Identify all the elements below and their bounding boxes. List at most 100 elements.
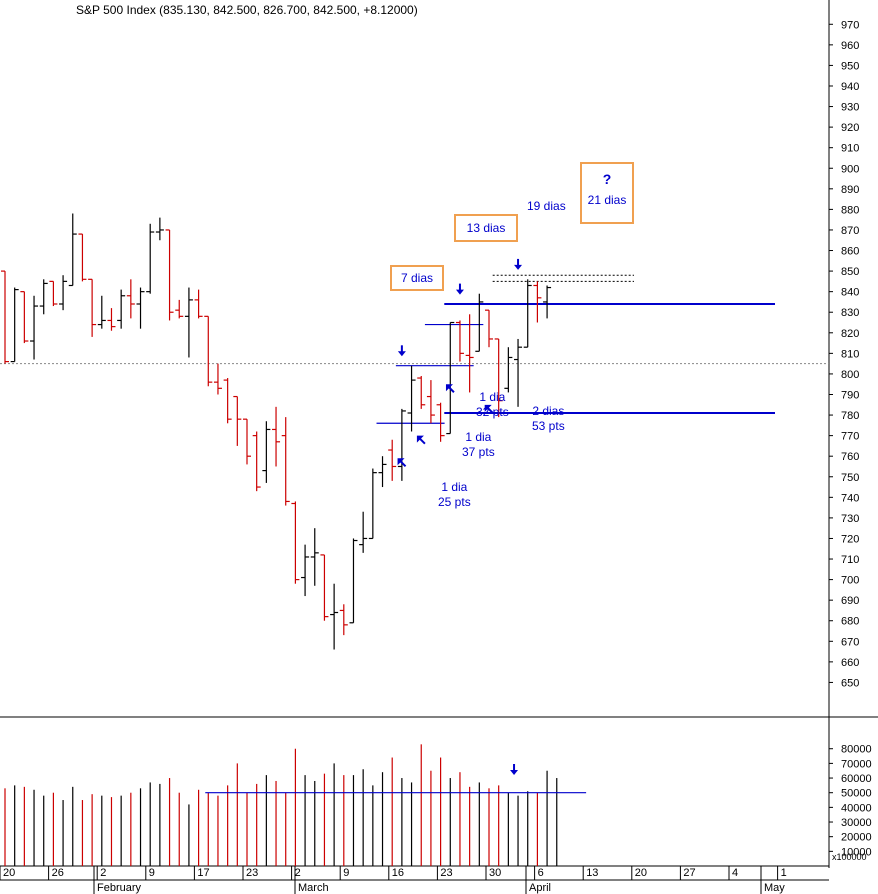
annotation-1-dia-37: 1 dia 37 pts: [462, 430, 495, 460]
annotation-line: 32 pts: [476, 405, 509, 419]
date-tick-label: 9: [343, 867, 349, 879]
ohlc-bar: [291, 501, 300, 584]
ohlc-bar: [175, 299, 184, 319]
price-tick-label: 750: [841, 472, 859, 484]
ohlc-bar: [339, 604, 348, 636]
ohlc-bar: [504, 347, 513, 393]
volume-tick-label: 80000: [841, 744, 872, 756]
date-tick-label: 27: [683, 867, 695, 879]
ohlc-bar: [68, 213, 77, 287]
question-mark: ?: [602, 171, 612, 187]
price-tick-label: 770: [841, 431, 859, 443]
volume-tick-label: 40000: [841, 802, 872, 814]
price-tick-label: 730: [841, 513, 859, 525]
price-tick-label: 880: [841, 204, 859, 216]
arrow-down-icon: [455, 283, 464, 295]
date-tick-label: 20: [635, 867, 647, 879]
arrow-up-left-icon: [397, 458, 407, 468]
price-tick-label: 900: [841, 163, 859, 175]
date-tick-label: 1: [781, 867, 787, 879]
ohlc-bar: [39, 279, 48, 315]
ohlc-bar: [146, 223, 155, 294]
ohlc-bar: [272, 406, 281, 467]
price-tick-label: 840: [841, 287, 859, 299]
ohlc-bar: [243, 418, 251, 465]
volume-tick-label: 60000: [841, 773, 872, 785]
ohlc-bar: [88, 278, 97, 337]
ohlc-bar: [117, 289, 126, 329]
reference-lines: [0, 274, 829, 424]
price-tick-label: 860: [841, 246, 859, 258]
ohlc-bar: [213, 363, 222, 395]
price-tick-label: 670: [841, 636, 859, 648]
ohlc-bar: [494, 338, 503, 418]
box-question: ? 21 dias: [580, 162, 634, 224]
annotation-line: 25 pts: [438, 495, 471, 509]
price-tick-label: 720: [841, 533, 859, 545]
price-tick-label: 920: [841, 122, 859, 134]
arrow-head: [484, 404, 492, 412]
price-tick-label: 690: [841, 595, 859, 607]
month-label: February: [97, 882, 142, 894]
month-label: May: [764, 882, 785, 894]
ohlc-bar: [388, 439, 397, 481]
ohlc-bar: [465, 314, 474, 393]
arrow-down-icon: [514, 258, 523, 270]
price-tick-label: 650: [841, 677, 859, 689]
arrow-up-left-icon: [416, 435, 426, 445]
date-tick-label: 9: [149, 867, 155, 879]
ohlc-bar: [455, 320, 464, 362]
date-tick-label: 2: [295, 867, 301, 879]
arrow-head: [397, 351, 406, 357]
ohlc-bar: [262, 421, 271, 483]
ohlc-bar: [184, 287, 193, 358]
ohlc-bar: [523, 279, 532, 348]
annotation-line: 1 dia: [465, 430, 492, 444]
ohlc-bar: [30, 295, 39, 360]
arrow-down-icon: [510, 764, 519, 775]
annotation-2-dias-53: 2 dias 53 pts: [532, 404, 565, 434]
ohlc-bar: [136, 287, 145, 329]
price-tick-label: 820: [841, 328, 859, 340]
price-tick-label: 800: [841, 369, 859, 381]
price-tick-label: 850: [841, 266, 859, 278]
ohlc-bar: [252, 431, 261, 492]
volume-bars: [4, 744, 587, 866]
ohlc-bar: [397, 408, 406, 481]
price-tick-label: 970: [841, 19, 859, 31]
ohlc-bar: [475, 293, 484, 352]
price-bars: [1, 213, 552, 650]
ohlc-bar: [407, 365, 416, 432]
price-tick-label: 700: [841, 575, 859, 587]
price-tick-label: 950: [841, 60, 859, 72]
ohlc-bar: [20, 291, 29, 344]
price-tick-label: 790: [841, 389, 859, 401]
annotation-line: 1 dia: [441, 480, 468, 494]
chart-title: S&P 500 Index (835.130, 842.500, 826.700…: [76, 3, 418, 17]
price-tick-label: 960: [841, 40, 859, 52]
arrow-up-left-icon: [484, 404, 494, 414]
price-tick-label: 680: [841, 616, 859, 628]
price-tick-label: 940: [841, 81, 859, 93]
ohlc-bar: [436, 402, 445, 442]
ohlc-bar: [223, 378, 232, 424]
date-tick-label: 6: [538, 867, 544, 879]
ohlc-bar: [59, 275, 68, 311]
ohlc-bar: [533, 281, 542, 323]
ohlc-bar: [446, 321, 455, 435]
ohlc-bar: [359, 511, 368, 553]
ohlc-bar: [330, 583, 339, 650]
date-tick-label: 17: [197, 867, 209, 879]
ohlc-bar: [10, 287, 19, 363]
ohlc-bar: [126, 279, 135, 319]
annotation-line: 1 dia: [479, 390, 506, 404]
ohlc-bar: [368, 468, 377, 540]
box-21-dias-label: 21 dias: [587, 193, 627, 207]
ohlc-bar: [281, 417, 290, 506]
price-tick-label: 760: [841, 451, 859, 463]
date-tick-label: 2: [100, 867, 106, 879]
ohlc-bar: [310, 528, 319, 586]
